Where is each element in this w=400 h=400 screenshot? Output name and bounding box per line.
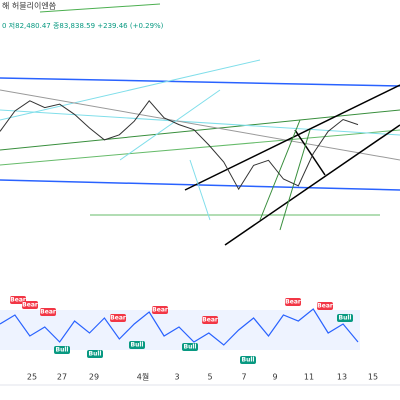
channel-line (0, 77, 400, 87)
x-tick-label: 13 (337, 373, 347, 382)
signal-label: Bear (202, 317, 218, 324)
signal-label: Bear (10, 297, 26, 304)
signal: Bear (152, 306, 168, 314)
signal: Bear (40, 308, 56, 316)
x-tick-label: 5 (207, 373, 212, 382)
x-tick-label: 29 (89, 373, 99, 382)
signal: Bear (202, 316, 218, 324)
drawings (0, 3, 400, 246)
signal-label: Bull (89, 351, 102, 358)
wedge-line (224, 124, 400, 246)
quote: 0 저82,480.47 종83,838.59 +239.46 (+0.29%) (2, 21, 164, 30)
signal-label: Bull (339, 315, 352, 322)
signal-box (40, 308, 56, 316)
signal-label: Bear (110, 315, 126, 322)
wedge-line (294, 129, 326, 176)
fan-line (259, 119, 301, 221)
signal-box (240, 356, 256, 364)
fan-line (279, 129, 311, 231)
x-tick-label: 15 (368, 373, 378, 382)
signal: Bull (240, 356, 256, 364)
signal: Bear (285, 298, 301, 306)
x-tick-label: 27 (57, 373, 67, 382)
x-tick-label: 3 (174, 373, 179, 382)
signal-label: Bear (317, 303, 333, 310)
trend-line (0, 109, 400, 151)
channel-line (0, 179, 400, 191)
signal-box (22, 301, 38, 309)
signal: Bull (54, 346, 70, 354)
x-tick-label: 25 (27, 373, 37, 382)
signal-box (152, 306, 168, 314)
signal: Bear (317, 302, 333, 310)
x-tick-label: 9 (272, 373, 277, 382)
signal-label: Bear (152, 307, 168, 314)
signal-label: Bull (184, 344, 197, 351)
signal-label: Bull (242, 357, 255, 364)
x-tick-label: 7 (241, 373, 246, 382)
signal-label: Bear (22, 302, 38, 309)
signal: Bull (337, 314, 353, 322)
signal: Bull (87, 350, 103, 358)
signal-box (182, 343, 198, 351)
signal-box (202, 316, 218, 324)
signal-label: Bull (131, 342, 144, 349)
signal: Bear (10, 296, 26, 304)
x-tick-label: 4월 (137, 372, 149, 382)
trend-line (0, 89, 400, 161)
trend-line (39, 3, 161, 13)
trend-line (0, 129, 400, 166)
signal-label: Bull (56, 347, 69, 354)
signal: Bear (110, 314, 126, 322)
signal: Bear (22, 301, 38, 309)
trend-line (0, 109, 400, 136)
signal: Bull (129, 341, 145, 349)
signal-box (317, 302, 333, 310)
x-tick-label: 11 (304, 373, 314, 382)
signal-box (337, 314, 353, 322)
signal: Bull (182, 343, 198, 351)
signal-label: Bear (40, 309, 56, 316)
fan-line (119, 89, 221, 161)
fan-line (189, 159, 211, 221)
rsi-band (0, 310, 360, 350)
signal-box (10, 296, 26, 304)
signal-label: Bear (285, 299, 301, 306)
signal-box (87, 350, 103, 358)
price-line (0, 100, 359, 191)
signal-box (285, 298, 301, 306)
signal-box (54, 346, 70, 354)
signal-box (110, 314, 126, 322)
signal-box (129, 341, 145, 349)
trend-line (0, 59, 261, 121)
rsi-line (0, 308, 359, 346)
title: 해 허블리이엔씀 (2, 1, 56, 11)
